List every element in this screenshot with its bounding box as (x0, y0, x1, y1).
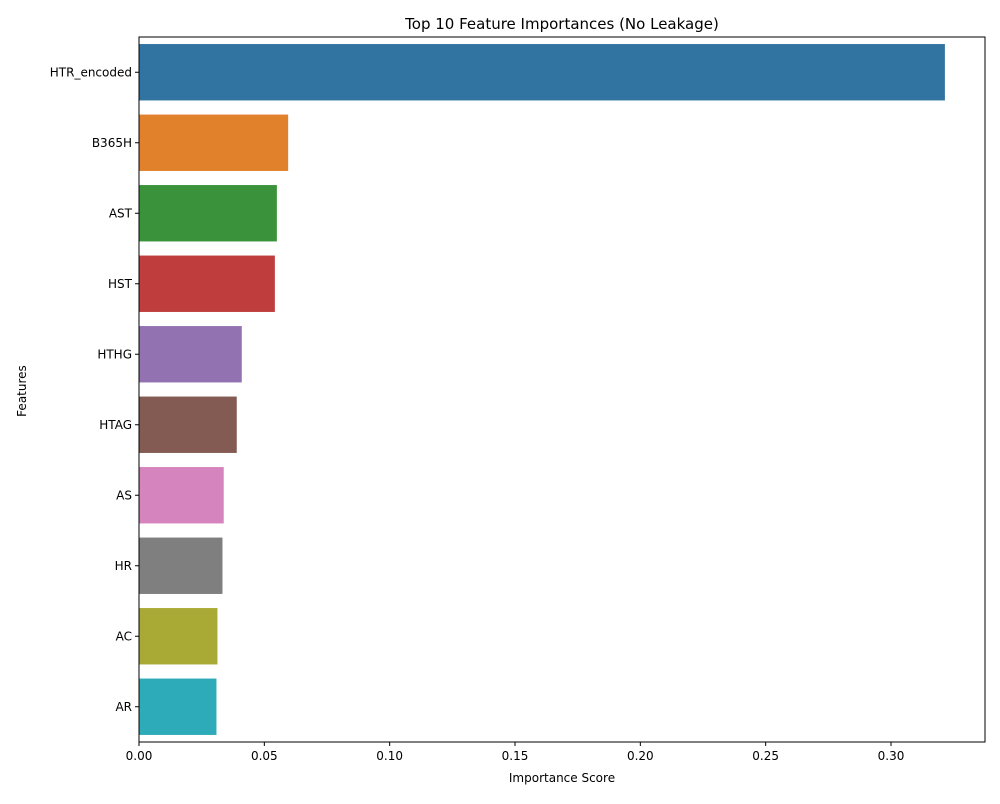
y-tick-label: HR (115, 559, 132, 573)
plot-border (138, 36, 986, 743)
y-tick-label: AR (115, 700, 132, 714)
bar-ar (139, 678, 217, 735)
y-tick-label: HTR_encoded (50, 65, 132, 79)
x-tick-label: 0.00 (126, 749, 153, 763)
y-tick-label: HST (108, 277, 133, 291)
x-tick-label: 0.30 (878, 749, 905, 763)
bar-ast (139, 185, 277, 242)
bar-htag (139, 396, 237, 453)
x-axis-label: Importance Score (509, 771, 615, 785)
chart-title: Top 10 Feature Importances (No Leakage) (404, 15, 719, 33)
y-axis-ticks: HTR_encoded B365H AST HST HTHG HTAG AS HR AC AR (50, 65, 139, 714)
bar-ac (139, 608, 218, 665)
bar-htr-encoded (139, 44, 945, 101)
bar-b365h (139, 114, 289, 171)
y-tick-label: HTAG (99, 418, 132, 432)
x-tick-label: 0.15 (502, 749, 529, 763)
x-tick-label: 0.25 (752, 749, 779, 763)
y-tick-label: HTHG (97, 347, 132, 361)
y-tick-label: B365H (92, 136, 132, 150)
x-tick-label: 0.05 (251, 749, 278, 763)
x-axis-ticks: 0.00 0.05 0.10 0.15 0.20 0.25 0.30 (126, 742, 905, 763)
axes-frame (138, 36, 986, 743)
x-tick-label: 0.10 (376, 749, 403, 763)
y-axis-label: Features (15, 365, 29, 417)
y-tick-label: AST (109, 206, 133, 220)
bar-hst (139, 255, 275, 312)
y-tick-label: AC (116, 629, 132, 643)
y-tick-label: AS (116, 488, 132, 502)
bars-group (139, 44, 945, 735)
bar-hr (139, 537, 223, 594)
bar-hthg (139, 326, 242, 383)
x-tick-label: 0.20 (627, 749, 654, 763)
bar-as (139, 467, 224, 524)
